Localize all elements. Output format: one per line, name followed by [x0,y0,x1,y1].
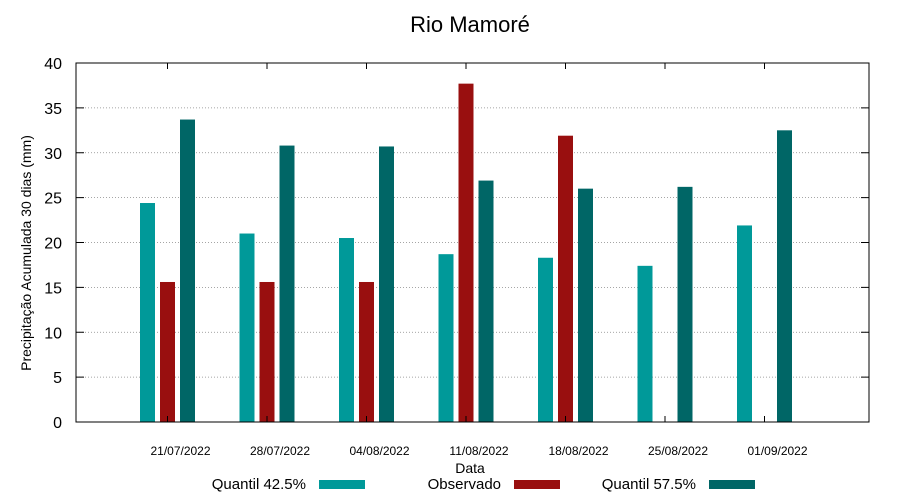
bar [458,83,474,422]
legend-label: Quantil 42.5% [212,476,306,493]
bar [140,203,155,422]
x-tick-label: 25/08/2022 [648,444,708,458]
x-tick-label: 18/08/2022 [548,444,608,458]
y-tick-label: 5 [53,370,62,387]
bar [578,188,593,422]
x-tick-label: 01/09/2022 [747,444,807,458]
y-tick-label: 35 [44,101,62,118]
bar [558,135,573,422]
bar [777,130,792,422]
y-axis-label: Precipitação Acumulada 30 dias (mm) [18,135,34,371]
bar [637,265,653,422]
x-tick-label: 21/07/2022 [150,444,210,458]
bar [239,233,255,422]
bar [359,281,374,422]
y-tick-label: 30 [44,146,62,163]
bar [259,281,275,422]
bar [379,146,394,422]
bar [438,254,454,422]
legend-swatch [319,480,365,489]
bar [478,180,494,422]
bar [160,281,175,422]
legend-label: Quantil 57.5% [602,476,696,493]
legend: Quantil 42.5% Observado Quantil 57.5% [212,476,755,493]
bars [140,83,792,422]
y-tick-label: 40 [44,56,62,73]
bar [339,238,354,422]
y-tick-label: 15 [44,280,62,297]
x-tick-label: 04/08/2022 [349,444,409,458]
y-tick-label: 20 [44,236,62,253]
y-tick-label: 0 [53,415,62,432]
x-axis-ticks: 21/07/2022 28/07/2022 04/08/2022 11/08/2022… [150,63,808,458]
bar [677,186,693,422]
legend-swatch [514,480,560,489]
legend-swatch [709,480,755,489]
chart-title: Rio Mamoré [410,12,530,37]
legend-label: Observado [428,476,501,493]
y-axis-ticks: 0 5 10 15 20 25 30 35 40 [44,56,869,432]
bar [538,257,553,422]
y-tick-label: 25 [44,191,62,208]
bar [180,119,195,422]
x-tick-label: 11/08/2022 [449,444,508,458]
x-axis-label: Data [455,460,485,476]
y-tick-label: 10 [44,325,62,342]
bar [737,225,752,422]
x-tick-label: 28/07/2022 [250,444,310,458]
bar [279,145,295,422]
